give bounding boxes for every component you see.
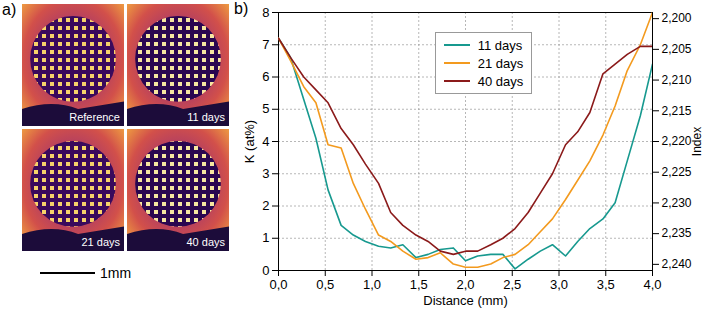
- svg-text:2,230: 2,230: [662, 196, 692, 210]
- html-text:40 days: 40 days: [477, 73, 524, 89]
- svg-text:7: 7: [262, 37, 269, 52]
- svg-text:2,5: 2,5: [503, 277, 521, 292]
- svg-text:4,0: 4,0: [643, 277, 661, 292]
- svg-text:Index: Index: [690, 127, 704, 156]
- svg-text:K (at%): K (at%): [242, 120, 257, 163]
- svg-text:1mm: 1mm: [100, 265, 131, 281]
- svg-text:11 days: 11 days: [187, 111, 225, 123]
- svg-text:Reference: Reference: [69, 111, 120, 123]
- svg-text:0,0: 0,0: [269, 277, 287, 292]
- svg-text:2,215: 2,215: [662, 104, 692, 118]
- html-text:b): b): [234, 0, 249, 17]
- svg-text:3: 3: [262, 166, 269, 181]
- svg-text:1,5: 1,5: [410, 277, 428, 292]
- svg-text:3,5: 3,5: [597, 277, 615, 292]
- svg-text:40 days: 40 days: [186, 236, 225, 248]
- svg-text:8: 8: [262, 5, 269, 20]
- svg-text:2: 2: [262, 198, 269, 213]
- svg-text:a): a): [2, 1, 16, 18]
- svg-text:2,225: 2,225: [662, 165, 692, 179]
- svg-text:2,205: 2,205: [662, 42, 692, 56]
- svg-text:2,200: 2,200: [662, 11, 692, 25]
- svg-text:1,0: 1,0: [363, 277, 381, 292]
- svg-text:3,0: 3,0: [550, 277, 568, 292]
- svg-text:5: 5: [262, 101, 269, 116]
- html-text:21 days: 21 days: [477, 55, 524, 71]
- svg-text:Distance (mm): Distance (mm): [423, 293, 508, 308]
- svg-text:6: 6: [262, 69, 269, 84]
- svg-text:0: 0: [262, 263, 269, 278]
- svg-text:2,0: 2,0: [456, 277, 474, 292]
- svg-text:2,220: 2,220: [662, 134, 692, 148]
- html-text:11 days: 11 days: [477, 37, 523, 53]
- svg-text:2,235: 2,235: [662, 226, 692, 240]
- svg-text:2,210: 2,210: [662, 73, 692, 87]
- svg-text:21 days: 21 days: [81, 236, 120, 248]
- svg-text:2,240: 2,240: [662, 257, 692, 271]
- svg-text:4: 4: [262, 134, 269, 149]
- svg-text:0,5: 0,5: [316, 277, 334, 292]
- svg-text:1: 1: [262, 230, 269, 245]
